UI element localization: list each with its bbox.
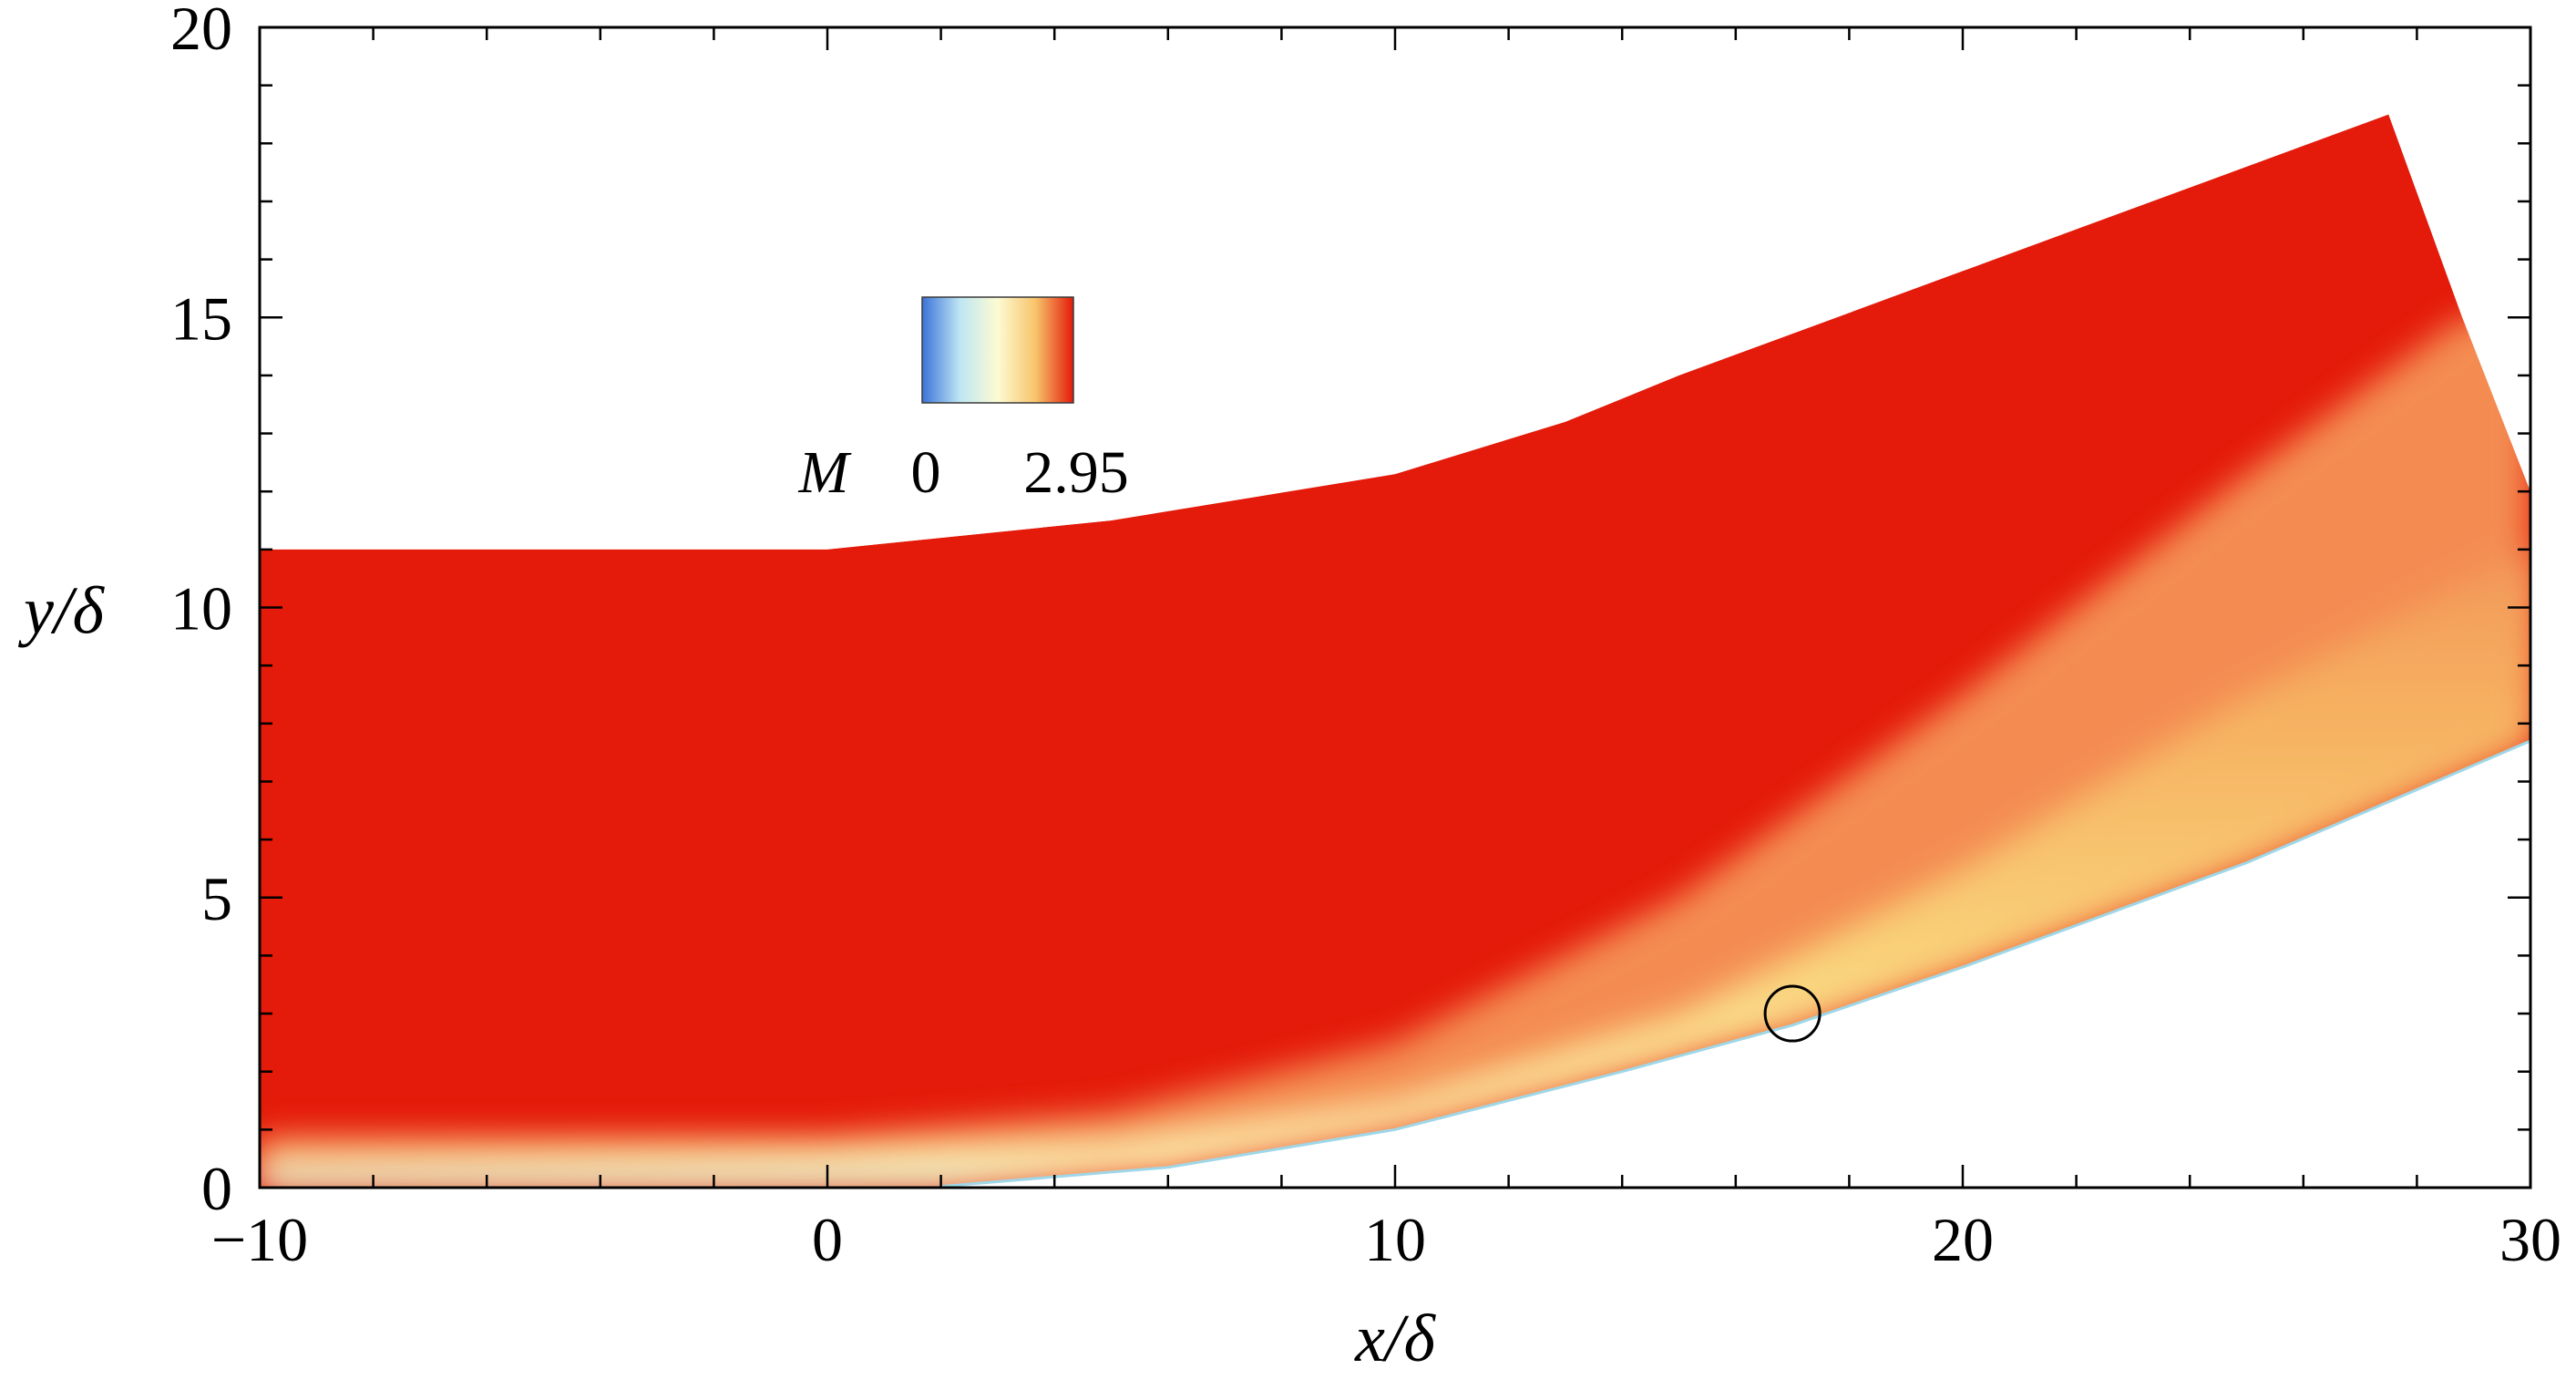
y-tick-label: 20: [170, 0, 232, 63]
boundary-layer-soft-region: [260, 317, 2530, 1188]
shear-layer-region: [260, 549, 2530, 1188]
y-tick-label: 0: [201, 1154, 232, 1223]
colorbar-min-label: 0: [911, 439, 941, 506]
colorbar-swatch: [921, 296, 1074, 404]
marker-layer: [1763, 984, 1822, 1043]
x-tick-label: 10: [1364, 1205, 1426, 1274]
y-axis-title: y/δ: [17, 574, 105, 649]
wall-line: [940, 739, 2530, 1188]
y-tick-label: 15: [170, 283, 232, 353]
x-tick-label: 20: [1932, 1205, 1994, 1274]
x-tick-label: 0: [812, 1205, 843, 1274]
colorbar-variable-label: M: [798, 439, 853, 506]
mach-contour-field: [260, 27, 2530, 1188]
colorbar: M 0 2.95: [798, 296, 1129, 506]
colorbar-max-label: 2.95: [1023, 439, 1129, 506]
probe-marker-circle: [1763, 984, 1822, 1043]
y-tick-label: 10: [170, 574, 232, 643]
outside-domain-wall: [260, 740, 2530, 1188]
x-tick-label: −10: [211, 1205, 308, 1274]
outside-domain-top: [260, 27, 2530, 550]
x-tick-label: 30: [2499, 1205, 2561, 1274]
x-axis-title: x/δ: [1354, 1302, 1436, 1376]
y-tick-label: 5: [201, 864, 232, 933]
